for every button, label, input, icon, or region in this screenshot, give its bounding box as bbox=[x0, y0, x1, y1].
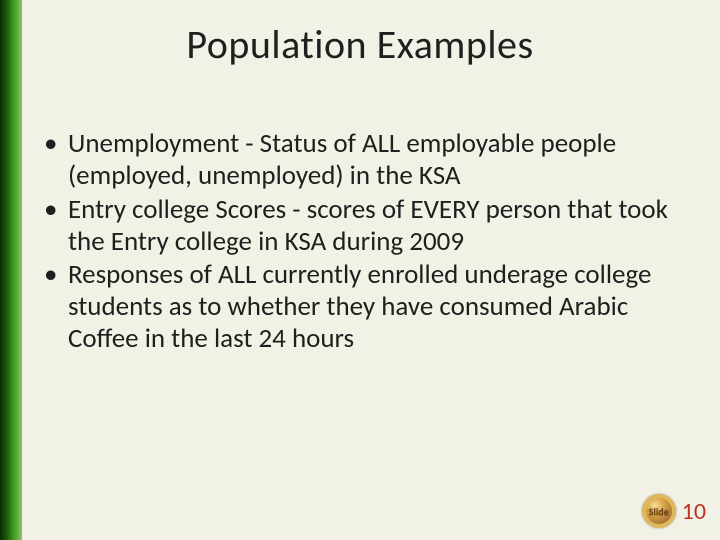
bullet-item: Entry college Scores - scores of EVERY p… bbox=[40, 194, 672, 258]
slide-title: Population Examples bbox=[0, 20, 720, 69]
bullet-list: Unemployment - Status of ALL employable … bbox=[40, 128, 672, 355]
slide: Population Examples Unemployment - Statu… bbox=[0, 0, 720, 540]
slide-badge-inner: Slide bbox=[646, 498, 672, 524]
left-accent-bar bbox=[0, 0, 22, 540]
bullet-text: Unemployment - Status of ALL employable … bbox=[68, 127, 616, 192]
bullet-item: Unemployment - Status of ALL employable … bbox=[40, 128, 672, 192]
bullet-item: Responses of ALL currently enrolled unde… bbox=[40, 259, 672, 355]
bullet-text: Responses of ALL currently enrolled unde… bbox=[68, 258, 651, 355]
page-number: 10 bbox=[682, 497, 706, 526]
bullet-text: Entry college Scores - scores of EVERY p… bbox=[68, 193, 668, 258]
slide-footer: Slide 10 bbox=[642, 494, 706, 528]
slide-badge-label: Slide bbox=[649, 505, 669, 518]
slide-badge-icon: Slide bbox=[642, 494, 676, 528]
slide-body: Unemployment - Status of ALL employable … bbox=[40, 128, 672, 357]
